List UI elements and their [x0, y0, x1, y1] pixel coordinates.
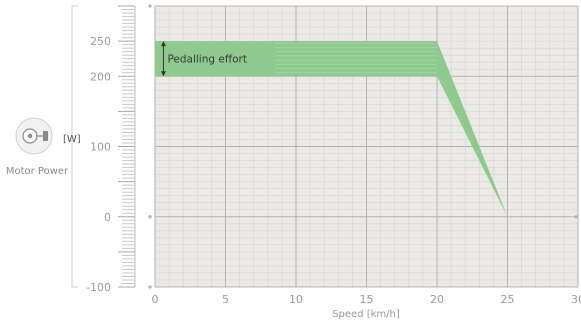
- x-tick-label: 30: [571, 293, 581, 306]
- y-tick-label: 100: [90, 141, 111, 154]
- x-tick-label: 25: [501, 293, 515, 306]
- power-band-0: [155, 41, 508, 217]
- y-axis-title: Motor Power: [6, 166, 69, 177]
- y-tick-labels: 250 200 100 0 -100: [86, 35, 111, 294]
- annotation-arrow-head-top: [160, 41, 166, 47]
- x-tick-labels: 0 5 10 15 20 25 30: [152, 293, 581, 306]
- y-tick-label: 0: [104, 211, 111, 224]
- y-tick-label: 250: [90, 35, 111, 48]
- axis-marker: [148, 215, 152, 219]
- x-tick-label: 0: [152, 293, 159, 306]
- x-tick-label: 15: [360, 293, 374, 306]
- annotations: Pedalling effort: [160, 41, 247, 77]
- annotation-label: Pedalling effort: [167, 54, 246, 66]
- y-scale-ruler: [71, 5, 136, 288]
- annotation-arrow-head-bottom: [160, 71, 166, 77]
- x-tick-label: 5: [222, 293, 229, 306]
- scale-bracket: [71, 5, 78, 288]
- axis-marker: [148, 285, 152, 289]
- x-axis-title: Speed [km/h]: [332, 309, 400, 320]
- data-area: [155, 41, 508, 217]
- y-tick-label: 200: [90, 70, 111, 83]
- axis-marker: [148, 4, 152, 8]
- x-tick-label: 20: [430, 293, 444, 306]
- y-tick-label: -100: [86, 281, 111, 294]
- axis-marker: [574, 215, 578, 219]
- motor-power-icon: [15, 117, 53, 155]
- x-tick-label: 10: [289, 293, 303, 306]
- y-unit-label: [W]: [63, 134, 81, 145]
